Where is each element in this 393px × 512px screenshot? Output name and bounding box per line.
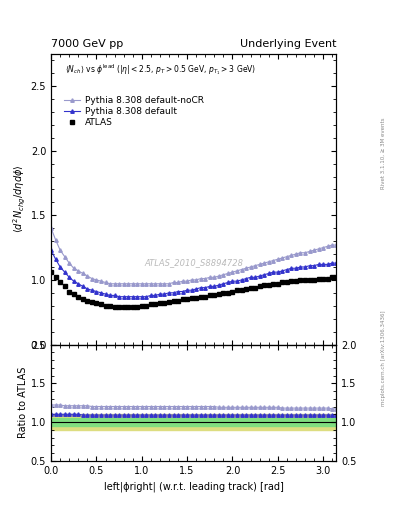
Pythia 8.308 default-noCR bbox=[235, 268, 239, 274]
Pythia 8.308 default-noCR bbox=[49, 225, 53, 231]
Pythia 8.308 default bbox=[194, 286, 198, 292]
Legend: Pythia 8.308 default-noCR, Pythia 8.308 default, ATLAS: Pythia 8.308 default-noCR, Pythia 8.308 … bbox=[61, 93, 206, 130]
Text: ATLAS_2010_S8894728: ATLAS_2010_S8894728 bbox=[144, 259, 243, 268]
ATLAS bbox=[49, 269, 53, 275]
X-axis label: left|ϕright| (w.r.t. leading track) [rad]: left|ϕright| (w.r.t. leading track) [rad… bbox=[104, 481, 283, 492]
ATLAS bbox=[112, 304, 117, 310]
ATLAS bbox=[334, 274, 338, 281]
ATLAS bbox=[85, 297, 90, 304]
Pythia 8.308 default-noCR bbox=[334, 242, 338, 248]
Pythia 8.308 default bbox=[334, 260, 338, 266]
Pythia 8.308 default bbox=[85, 286, 90, 292]
ATLAS bbox=[239, 287, 244, 293]
ATLAS bbox=[212, 292, 217, 298]
Pythia 8.308 default bbox=[212, 283, 217, 289]
Line: ATLAS: ATLAS bbox=[49, 270, 338, 309]
Line: Pythia 8.308 default: Pythia 8.308 default bbox=[50, 248, 338, 298]
Pythia 8.308 default bbox=[49, 247, 53, 253]
Pythia 8.308 default-noCR bbox=[212, 274, 217, 281]
Line: Pythia 8.308 default-noCR: Pythia 8.308 default-noCR bbox=[50, 226, 338, 286]
Pythia 8.308 default-noCR bbox=[85, 273, 90, 279]
Bar bbox=[51, 418, 336, 426]
Pythia 8.308 default bbox=[235, 278, 239, 284]
ATLAS bbox=[171, 297, 176, 304]
Text: $\langle N_{ch}\rangle$ vs $\phi^{\rm lead}$ ($|\eta| < 2.5$, $p_T > 0.5$ GeV, $: $\langle N_{ch}\rangle$ vs $\phi^{\rm le… bbox=[65, 62, 257, 77]
ATLAS bbox=[194, 295, 198, 301]
Text: Rivet 3.1.10, ≥ 3M events: Rivet 3.1.10, ≥ 3M events bbox=[381, 118, 386, 189]
Pythia 8.308 default-noCR bbox=[194, 277, 198, 283]
Pythia 8.308 default-noCR bbox=[239, 266, 244, 272]
Pythia 8.308 default-noCR bbox=[171, 280, 176, 286]
ATLAS bbox=[235, 287, 239, 293]
Text: 7000 GeV pp: 7000 GeV pp bbox=[51, 38, 123, 49]
Pythia 8.308 default bbox=[117, 293, 121, 300]
Bar bbox=[51, 414, 336, 430]
Pythia 8.308 default-noCR bbox=[108, 281, 112, 287]
Y-axis label: Ratio to ATLAS: Ratio to ATLAS bbox=[18, 367, 28, 438]
Y-axis label: $\langle d^2 N_{chg}/d\eta d\phi \rangle$: $\langle d^2 N_{chg}/d\eta d\phi \rangle… bbox=[12, 165, 28, 233]
Pythia 8.308 default bbox=[239, 277, 244, 283]
Text: mcplots.cern.ch [arXiv:1306.3436]: mcplots.cern.ch [arXiv:1306.3436] bbox=[381, 311, 386, 406]
Text: Underlying Event: Underlying Event bbox=[239, 38, 336, 49]
Pythia 8.308 default bbox=[171, 290, 176, 296]
